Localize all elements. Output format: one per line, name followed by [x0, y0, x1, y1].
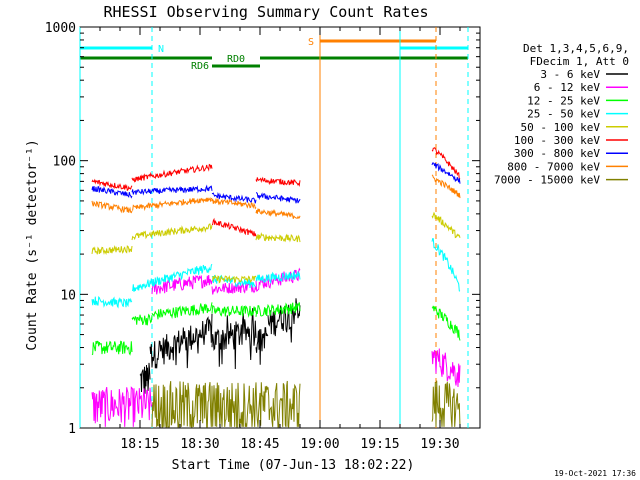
series-line-0-3 — [255, 327, 269, 365]
legend-label-1: 6 - 12 keV — [534, 81, 601, 94]
series-2 — [91, 302, 461, 356]
series-line-5-2 — [211, 217, 257, 237]
series-line-0-1 — [149, 313, 213, 369]
series-4 — [91, 211, 461, 284]
x-tick-label-1: 18:30 — [180, 437, 219, 452]
series-line-7-2 — [211, 198, 257, 210]
series-line-5-0 — [91, 178, 133, 192]
flag-label-n: N — [158, 44, 164, 55]
series-line-2-3 — [211, 305, 257, 318]
series-line-1-3 — [255, 267, 301, 292]
x-axis-label: Start Time (07-Jun-13 18:02:22) — [172, 458, 415, 473]
legend-label-0: 3 - 6 keV — [540, 68, 600, 81]
series-line-2-5 — [431, 305, 461, 341]
series-line-5-3 — [255, 176, 301, 188]
y-tick-label-2: 100 — [53, 155, 76, 170]
series-line-1-1 — [151, 274, 213, 295]
axes: 18:15 18:30 18:45 19:00 19:15 19:30 1 10 100 1000 — [45, 21, 480, 452]
series-line-0-2 — [211, 308, 257, 370]
series-line-4-2 — [211, 274, 257, 284]
legend-label-4: 50 - 100 keV — [521, 121, 601, 134]
series-1 — [91, 267, 461, 427]
series-line-5-4 — [431, 147, 461, 181]
series-line-4-4 — [431, 211, 461, 239]
series-line-3-1 — [132, 263, 213, 292]
legend-label-2: 12 - 25 keV — [527, 94, 600, 107]
series-line-3-3 — [255, 269, 301, 284]
series-3 — [91, 238, 461, 309]
series-line-6-1 — [131, 184, 213, 196]
series-line-7-3 — [255, 208, 301, 219]
legend-label-3: 25 - 50 keV — [527, 108, 600, 121]
series-line-0-0 — [139, 362, 151, 394]
series-line-1-2 — [211, 280, 257, 295]
x-tick-label-5: 19:30 — [420, 437, 459, 452]
series-line-7-4 — [431, 174, 461, 199]
series-line-5-1 — [131, 163, 213, 183]
series-line-6-3 — [256, 192, 301, 204]
y-tick-label-3: 1000 — [45, 21, 76, 36]
flags-layer: N S RD0 RD6 — [80, 37, 468, 72]
legend-label-7: 800 - 7000 keV — [507, 160, 600, 173]
series-line-2-1 — [131, 313, 153, 326]
legend-label-8: 7000 - 15000 keV — [494, 174, 600, 187]
series-line-6-4 — [431, 162, 461, 184]
series-line-4-1 — [131, 223, 213, 241]
series-line-7-0 — [91, 200, 133, 214]
x-tick-label-2: 18:45 — [240, 437, 279, 452]
series-line-2-2 — [151, 302, 213, 320]
series-line-4-0 — [91, 245, 133, 256]
chart-title: RHESSI Observing Summary Count Rates — [103, 3, 428, 21]
y-axis-label: Count Rate (s⁻¹ detector⁻¹) — [25, 139, 40, 350]
series-line-4-3 — [255, 232, 301, 243]
series-line-2-0 — [91, 340, 133, 356]
x-tick-label-0: 18:15 — [120, 437, 159, 452]
x-tick-label-3: 19:00 — [300, 437, 339, 452]
series-line-8-1 — [431, 380, 461, 427]
series-line-8-0 — [151, 380, 301, 428]
series-line-1-4 — [431, 348, 461, 388]
series-line-2-4 — [255, 302, 301, 317]
series-layer — [91, 147, 461, 428]
series-line-6-0 — [91, 186, 133, 199]
series-7 — [91, 174, 461, 219]
series-line-1-0 — [91, 386, 153, 427]
series-0 — [139, 298, 301, 394]
series-8 — [151, 380, 461, 428]
legend-header-detectors: Det 1,3,4,5,6,9, — [523, 42, 629, 55]
flag-label-rd0: RD0 — [227, 54, 245, 65]
y-tick-label-1: 10 — [60, 288, 76, 303]
series-6 — [91, 162, 461, 204]
series-line-3-4 — [431, 238, 461, 292]
series-line-7-1 — [131, 196, 213, 212]
flag-label-rd6: RD6 — [191, 61, 209, 72]
y-tick-label-0: 1 — [68, 422, 76, 437]
legend-label-5: 100 - 300 keV — [514, 134, 600, 147]
series-line-6-2 — [211, 191, 257, 204]
legend: Det 1,3,4,5,6,9, FDecim 1, Att 0 3 - 6 k… — [494, 42, 629, 187]
series-5 — [91, 147, 461, 237]
legend-label-6: 300 - 800 keV — [514, 147, 600, 160]
series-line-3-0 — [91, 295, 133, 309]
x-tick-label-4: 19:15 — [360, 437, 399, 452]
flag-label-s: S — [308, 37, 314, 48]
legend-header-decimation: FDecim 1, Att 0 — [530, 55, 629, 68]
footer-date: 19-Oct-2021 17:36 — [554, 469, 636, 478]
